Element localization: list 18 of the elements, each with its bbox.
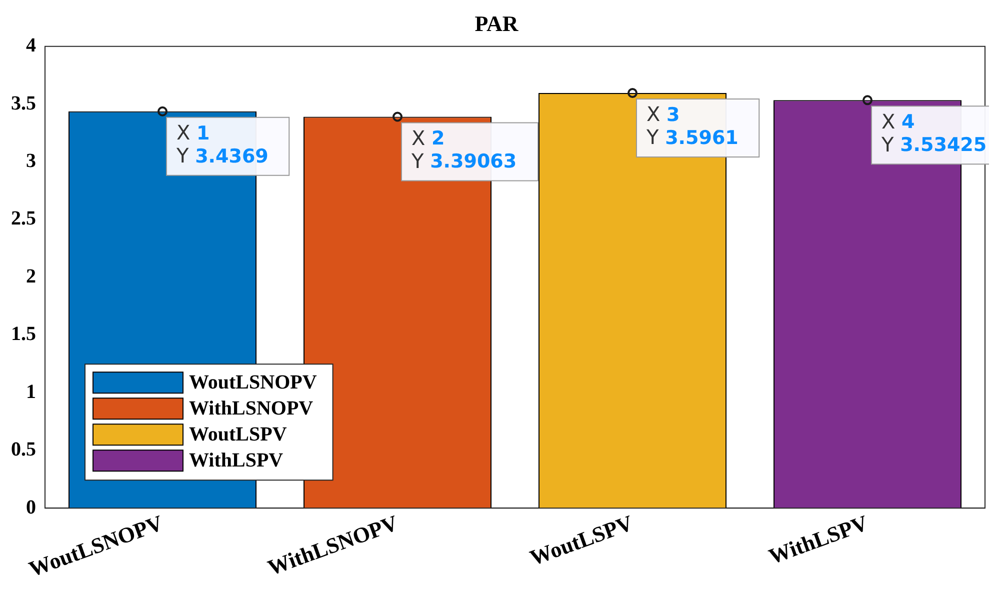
- chart-title: PAR: [474, 10, 520, 36]
- legend-label: WoutLSPV: [189, 423, 288, 446]
- annotation: X 4 Y 3.53425: [880, 109, 987, 156]
- y-tick-label: 0: [26, 496, 36, 518]
- annotation: X 2 Y 3.39063: [410, 126, 517, 173]
- legend-label: WoutLSNOPV: [189, 371, 318, 394]
- y-tick-label: 2: [26, 265, 36, 288]
- y-tick-label: 3: [26, 150, 36, 172]
- legend-label: WithLSPV: [189, 449, 284, 472]
- y-tick-label: 3.5: [11, 92, 36, 114]
- y-tick-label: 0.5: [11, 438, 36, 461]
- legend-label: WithLSNOPV: [189, 397, 314, 420]
- y-tick-label: 1.5: [11, 323, 36, 346]
- y-tick-label: 4: [26, 34, 36, 57]
- annotation: X 3 Y 3.5961: [646, 102, 738, 150]
- y-tick-label: 2.5: [11, 208, 36, 230]
- y-tick-label: 1: [26, 380, 36, 403]
- annotation: X 1 Y 3.4369: [176, 120, 268, 168]
